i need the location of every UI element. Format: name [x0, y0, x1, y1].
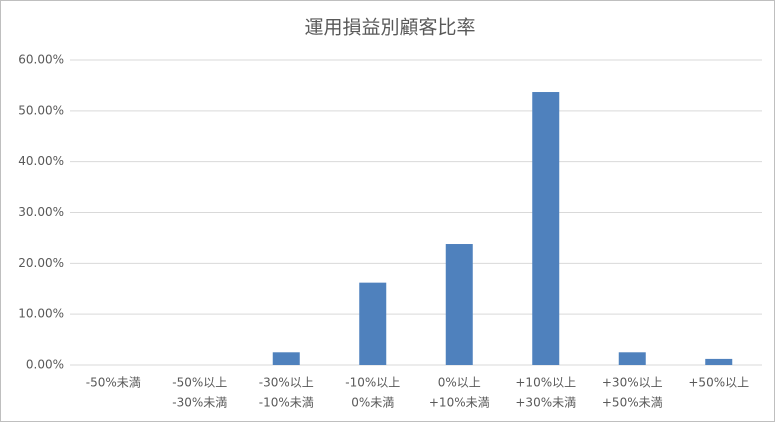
y-tick-label: 50.00%: [18, 103, 64, 117]
bar: [532, 92, 560, 366]
chart-title: 運用損益別顧客比率: [304, 17, 475, 39]
x-tick-label: +50%以上: [688, 376, 749, 390]
x-tick-label: +30%未満: [515, 396, 576, 410]
x-tick-label: +50%未満: [602, 396, 663, 410]
x-tick-label: -30%未満: [172, 396, 227, 410]
y-tick-label: 30.00%: [18, 205, 64, 219]
y-tick-label: 10.00%: [18, 307, 64, 321]
x-tick-label: +10%未満: [429, 396, 490, 410]
y-tick-label: 60.00%: [18, 53, 64, 67]
bar: [705, 358, 733, 365]
x-tick-label: -30%以上: [259, 376, 314, 390]
bar: [445, 244, 473, 365]
x-tick-label: 0%以上: [438, 376, 481, 390]
x-tick-label: +30%以上: [602, 376, 663, 390]
y-tick-label: 20.00%: [18, 256, 64, 270]
bar: [359, 282, 387, 365]
x-tick-label: -10%未満: [259, 396, 314, 410]
y-tick-label: 0.00%: [26, 358, 64, 372]
bar: [618, 352, 646, 365]
y-tick-label: 40.00%: [18, 154, 64, 168]
x-tick-label: 0%未満: [351, 396, 394, 410]
bar: [272, 352, 300, 365]
x-tick-label: -10%以上: [345, 376, 400, 390]
x-tick-label: -50%以上: [172, 376, 227, 390]
x-tick-label: -50%未満: [86, 376, 141, 390]
x-tick-label: +10%以上: [515, 376, 576, 390]
